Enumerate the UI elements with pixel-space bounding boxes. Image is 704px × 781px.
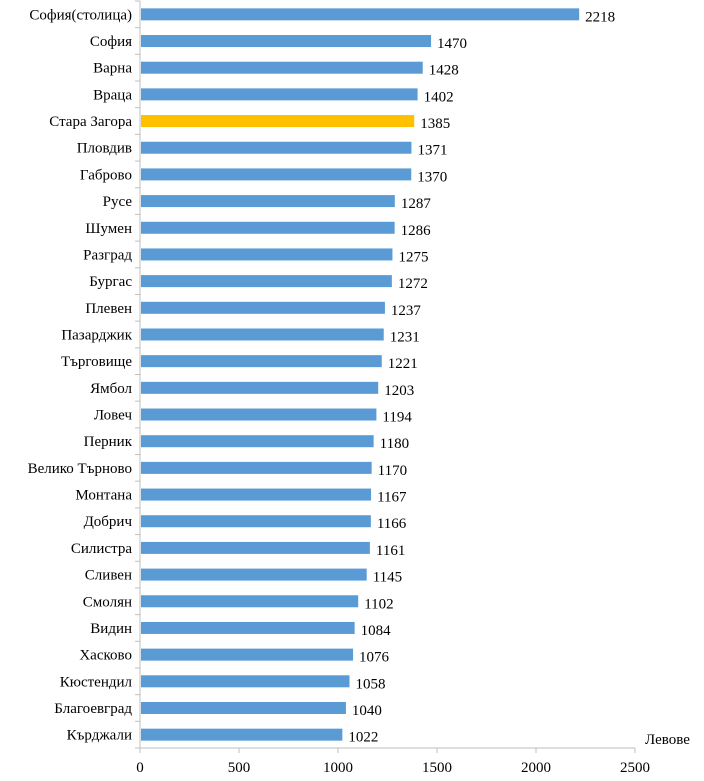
bar [141,515,371,528]
bar [141,275,392,288]
value-label: 1076 [359,650,390,666]
bar [141,88,418,101]
category-label: Варна [93,61,132,77]
bar [141,355,382,368]
bar [141,328,384,341]
category-label: Търговище [61,354,132,370]
bar [141,8,580,21]
category-label: Хасково [79,648,132,664]
category-label: София [90,34,132,50]
category-label: Перник [84,434,133,450]
category-label: Ловеч [94,408,133,424]
x-tick-label: 2000 [521,760,551,776]
bar [141,488,372,501]
value-label: 1370 [417,169,447,185]
category-label: Кърджали [67,728,132,744]
category-label: Разград [83,247,132,263]
bar [141,408,377,421]
category-label: Русе [103,194,133,210]
value-label: 1221 [388,356,418,372]
category-label: Бургас [89,274,132,290]
category-label: Силистра [71,541,132,557]
value-label: 1371 [417,143,447,159]
category-label: Кюстендил [60,674,133,690]
value-label: 1286 [401,223,432,239]
category-label: Стара Загора [49,114,132,130]
value-label: 1237 [391,303,422,319]
value-label: 1385 [420,116,450,132]
bar [141,568,367,581]
x-tick-label: 1000 [323,760,353,776]
category-label: Велико Търново [28,461,132,477]
value-label: 1102 [364,596,393,612]
bar [141,648,354,661]
x-tick-label: 2500 [620,760,650,776]
category-label: Смолян [83,594,132,610]
bar [141,381,379,394]
bar [141,115,415,128]
bar [141,141,412,154]
bar [141,221,395,234]
value-label: 1145 [373,570,402,586]
category-label: Пловдив [77,141,132,157]
category-label: Пазарджик [61,327,132,343]
value-label: 1231 [390,329,420,345]
category-label: София(столица) [29,7,132,23]
value-label: 1470 [437,36,467,52]
x-tick-label: 1500 [422,760,452,776]
x-axis-title: Левове [645,732,690,748]
value-label: 2218 [585,9,615,25]
value-label: 1040 [352,703,382,719]
value-label: 1203 [384,383,414,399]
bar [141,728,343,741]
bar [141,195,395,208]
bar [141,35,432,48]
category-label: Шумен [85,221,132,237]
bar [141,675,350,688]
value-label: 1166 [377,516,407,532]
bar [141,461,372,474]
bar [141,61,423,74]
category-label: Плевен [85,301,132,317]
value-label: 1058 [355,676,385,692]
bar [141,701,346,714]
value-label: 1194 [382,410,412,426]
value-label: 1287 [401,196,432,212]
value-label: 1275 [398,249,428,265]
x-tick-label: 0 [136,760,144,776]
x-tick-label: 500 [228,760,251,776]
value-label: 1180 [380,436,409,452]
category-label: Сливен [85,568,132,584]
value-label: 1084 [361,623,392,639]
bar [141,301,385,314]
value-label: 1402 [424,89,454,105]
category-label: Враца [93,87,132,103]
bar [141,168,412,181]
category-label: Добрич [84,514,133,530]
category-label: Видин [90,621,132,637]
category-label: Габрово [80,167,132,183]
value-label: 1272 [398,276,428,292]
value-label: 1167 [377,490,407,506]
bar [141,621,355,634]
bar [141,248,393,261]
bar [141,595,359,608]
value-label: 1428 [429,63,459,79]
category-label: Благоевград [54,701,132,717]
category-label: Монтана [75,488,132,504]
category-label: Ямбол [90,381,132,397]
value-label: 1161 [376,543,405,559]
bar [141,435,374,448]
value-label: 1170 [378,463,407,479]
value-label: 1022 [348,730,378,746]
bar [141,541,370,554]
